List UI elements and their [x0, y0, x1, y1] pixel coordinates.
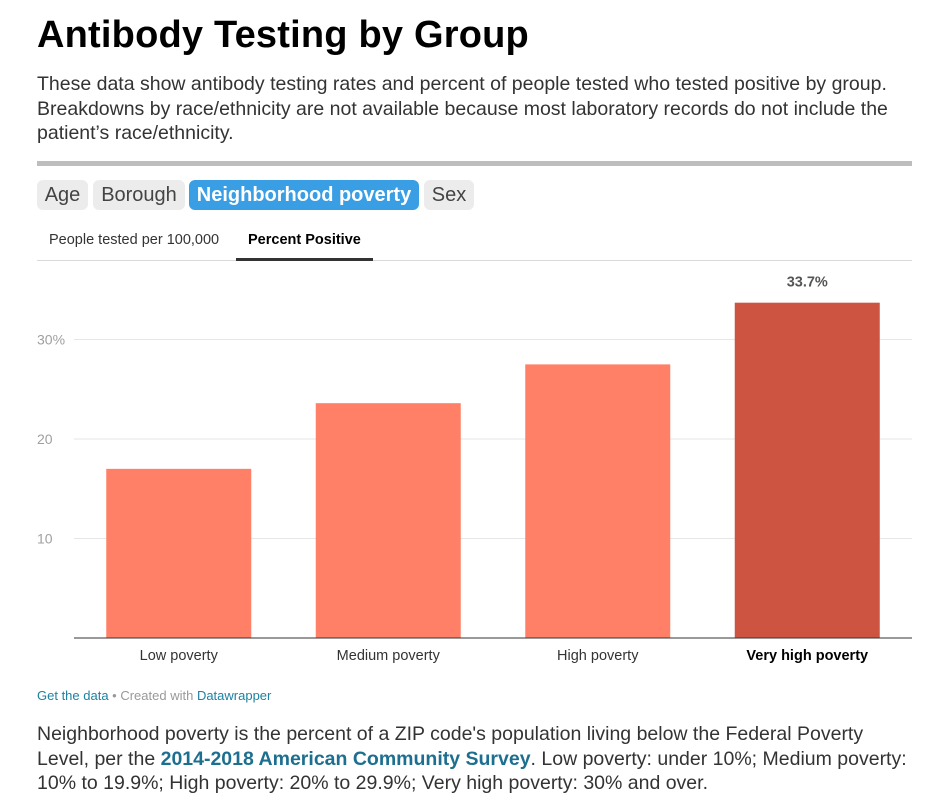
bar-low-poverty	[106, 468, 252, 638]
tab-age[interactable]: Age	[37, 180, 88, 210]
x-label-low-poverty: Low poverty	[140, 648, 219, 664]
get-data-link[interactable]: Get the data	[37, 688, 109, 703]
datawrapper-link[interactable]: Datawrapper	[196, 688, 272, 703]
metric-tabs: People tested per 100,000 Percent Positi…	[37, 226, 912, 261]
footnote: Neighborhood poverty is the percent of a…	[37, 722, 912, 796]
x-label-high-poverty: High poverty	[557, 648, 639, 664]
footnote-text-before: Neighborhood poverty is the percent of a…	[37, 723, 864, 770]
value-label-highlight: 33.7%	[787, 275, 828, 291]
bar-very-high-poverty	[734, 302, 880, 638]
y-tick-label-30: 30%	[37, 332, 65, 348]
bar-high-poverty	[525, 364, 671, 638]
acs-link[interactable]: 2014-2018 American Community Survey	[160, 747, 531, 770]
footnote-text-after: . Low poverty: under 10%; Medium poverty…	[37, 747, 907, 795]
tab-percent-positive[interactable]: Percent Positive	[236, 226, 373, 261]
tab-sex[interactable]: Sex	[424, 180, 474, 210]
bar-chart: 10 20 30% Low poverty Medium poverty High pov…	[37, 275, 912, 664]
tab-borough[interactable]: Borough	[93, 180, 185, 210]
page-title: Antibody Testing by Group	[37, 14, 529, 56]
y-tick-label-10: 10	[37, 531, 53, 547]
header-divider	[37, 161, 912, 166]
x-label-medium-poverty: Medium poverty	[337, 648, 441, 664]
bar-medium-poverty	[315, 403, 461, 638]
tab-neighborhood-poverty[interactable]: Neighborhood poverty	[189, 180, 419, 210]
tab-people-tested[interactable]: People tested per 100,000	[49, 232, 220, 248]
intro-text: These data show antibody testing rates a…	[37, 73, 888, 144]
chart-footer: Get the data • Created with Datawrapper	[37, 688, 271, 703]
y-tick-label-20: 20	[37, 431, 53, 447]
footer-separator: • Created with	[108, 688, 197, 703]
x-label-very-high-poverty: Very high poverty	[746, 648, 868, 664]
